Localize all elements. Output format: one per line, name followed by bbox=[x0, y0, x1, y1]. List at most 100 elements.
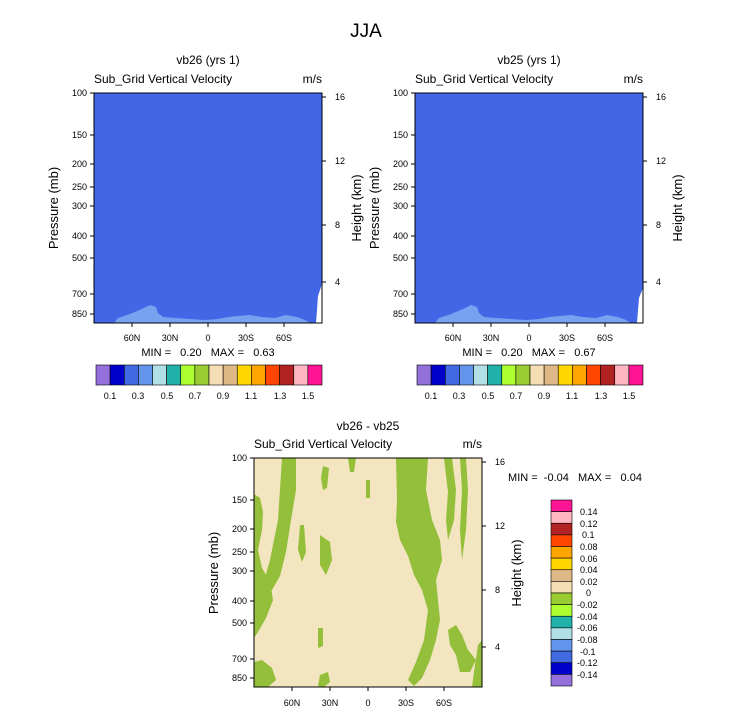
green-region bbox=[444, 458, 456, 540]
x-tick-label: 30N bbox=[483, 333, 500, 343]
colorbar-label: 1.1 bbox=[245, 391, 258, 401]
colorbar-label: 0.08 bbox=[580, 542, 598, 552]
green-region bbox=[460, 458, 468, 560]
colorbar-swatch bbox=[123, 364, 139, 386]
colorbar-swatch bbox=[459, 364, 474, 386]
colorbar-label: 0.5 bbox=[161, 391, 174, 401]
colorbar-label: 0.1 bbox=[425, 391, 438, 401]
panel-title: vb26 (yrs 1) bbox=[176, 53, 239, 67]
y-tick-label: 250 bbox=[232, 547, 247, 557]
y-axis-label-right: Height (km) bbox=[670, 174, 685, 241]
y-tick-label: 300 bbox=[393, 201, 408, 211]
colorbar-label: -0.04 bbox=[577, 612, 598, 622]
colorbar-swatch bbox=[557, 364, 573, 386]
colorbar: 0.1 0.3 0.5 0.7 0.9 1.1 1.3 1.5 bbox=[95, 364, 323, 401]
x-tick-label: 30N bbox=[162, 333, 179, 343]
y-tick-label: 300 bbox=[232, 566, 247, 576]
panel-subtitle: Sub_Grid Vertical Velocity bbox=[415, 72, 553, 86]
green-region bbox=[396, 458, 442, 686]
colorbar-swatch bbox=[550, 522, 573, 536]
y-tick-label: 500 bbox=[393, 253, 408, 263]
y-right-tick-label: 12 bbox=[495, 521, 505, 531]
green-region bbox=[472, 640, 482, 687]
panel-title: vb26 - vb25 bbox=[337, 419, 400, 433]
colorbar-swatch bbox=[529, 364, 545, 386]
panel-title: vb25 (yrs 1) bbox=[497, 53, 560, 67]
colorbar-label: 1.3 bbox=[595, 391, 608, 401]
colorbar-label: 0.06 bbox=[580, 554, 598, 564]
colorbar-label: 1.3 bbox=[274, 391, 287, 401]
x-tick-label: 30N bbox=[322, 698, 339, 708]
y-right-tick-label: 12 bbox=[656, 156, 666, 166]
y-tick-label: 300 bbox=[72, 201, 87, 211]
colorbar: 0.1 0.3 0.5 0.7 0.9 1.1 1.3 1.5 bbox=[416, 364, 644, 401]
panel-units: m/s bbox=[303, 72, 322, 86]
white-region bbox=[637, 288, 643, 323]
colorbar-swatch bbox=[550, 627, 573, 640]
colorbar-swatch bbox=[95, 364, 111, 386]
y-right-tick-label: 4 bbox=[335, 277, 340, 287]
y-right-tick-label: 16 bbox=[656, 92, 666, 102]
colorbar-swatch bbox=[152, 364, 167, 386]
colorbar-label: -0.06 bbox=[577, 623, 598, 633]
y-axis-label: Pressure (mb) bbox=[206, 532, 221, 614]
colorbar-swatch bbox=[444, 364, 460, 386]
colorbar-swatch bbox=[550, 534, 573, 547]
x-tick-label: 60S bbox=[597, 333, 613, 343]
colorbar-label: 0.9 bbox=[538, 391, 551, 401]
panel-units: m/s bbox=[624, 72, 643, 86]
colorbar-swatch bbox=[628, 364, 644, 386]
colorbar-label: 0.12 bbox=[580, 519, 598, 529]
colorbar-label: 0.1 bbox=[582, 530, 595, 540]
panel-vb26: vb26 (yrs 1) Sub_Grid Vertical Velocity … bbox=[46, 53, 364, 401]
colorbar-label: -0.08 bbox=[577, 635, 598, 645]
colorbar-swatch bbox=[208, 364, 224, 386]
colorbar-swatch bbox=[550, 650, 573, 664]
colorbar-label: 0.5 bbox=[482, 391, 495, 401]
colorbar-swatch bbox=[600, 364, 616, 386]
green-region bbox=[448, 625, 476, 672]
y-tick-label: 100 bbox=[72, 88, 87, 98]
stats-label: MIN = 0.20 MAX = 0.67 bbox=[462, 347, 595, 359]
panel-vb25: vb25 (yrs 1) Sub_Grid Vertical Velocity … bbox=[367, 53, 685, 401]
panel-subtitle: Sub_Grid Vertical Velocity bbox=[254, 437, 392, 451]
colorbar-swatch bbox=[473, 364, 488, 386]
y-tick-label: 150 bbox=[72, 130, 87, 140]
colorbar-label: 0.1 bbox=[104, 391, 117, 401]
colorbar-label: 0.04 bbox=[580, 565, 598, 575]
x-tick-label: 0 bbox=[365, 698, 370, 708]
y-tick-label: 150 bbox=[393, 130, 408, 140]
colorbar-swatch bbox=[550, 511, 573, 524]
colorbar-swatch bbox=[487, 364, 503, 386]
x-tick-label: 60N bbox=[284, 698, 301, 708]
y-tick-label: 500 bbox=[232, 618, 247, 628]
x-tick-label: 30S bbox=[238, 333, 254, 343]
colorbar-swatch bbox=[550, 499, 573, 512]
y-tick-label: 850 bbox=[393, 309, 408, 319]
green-region bbox=[318, 628, 323, 648]
colorbar-label: 0 bbox=[586, 588, 591, 598]
x-tick-label: 0 bbox=[526, 333, 531, 343]
colorbar-swatch bbox=[138, 364, 153, 386]
colorbar-swatch bbox=[515, 364, 531, 386]
colorbar-label: 0.9 bbox=[217, 391, 230, 401]
x-tick-label: 60S bbox=[436, 698, 452, 708]
green-region bbox=[298, 525, 306, 562]
y-tick-label: 850 bbox=[72, 309, 87, 319]
y-right-tick-label: 4 bbox=[656, 277, 661, 287]
y-tick-label: 200 bbox=[72, 159, 87, 169]
y-axis-label-right: Height (km) bbox=[349, 174, 364, 241]
colorbar-label: 0.3 bbox=[132, 391, 145, 401]
x-tick-label: 30S bbox=[398, 698, 414, 708]
colorbar-label: 1.5 bbox=[302, 391, 315, 401]
y-right-tick-label: 4 bbox=[495, 642, 500, 652]
colorbar-label: 0.14 bbox=[580, 507, 598, 517]
y-tick-label: 700 bbox=[232, 654, 247, 664]
stats-label: MIN = 0.20 MAX = 0.63 bbox=[141, 347, 274, 359]
y-right-tick-label: 8 bbox=[656, 220, 661, 230]
colorbar-label: -0.14 bbox=[577, 670, 598, 680]
colorbar-swatch bbox=[180, 364, 196, 386]
colorbar-swatch bbox=[222, 364, 238, 386]
green-region bbox=[254, 660, 276, 687]
y-right-tick-label: 16 bbox=[335, 92, 345, 102]
